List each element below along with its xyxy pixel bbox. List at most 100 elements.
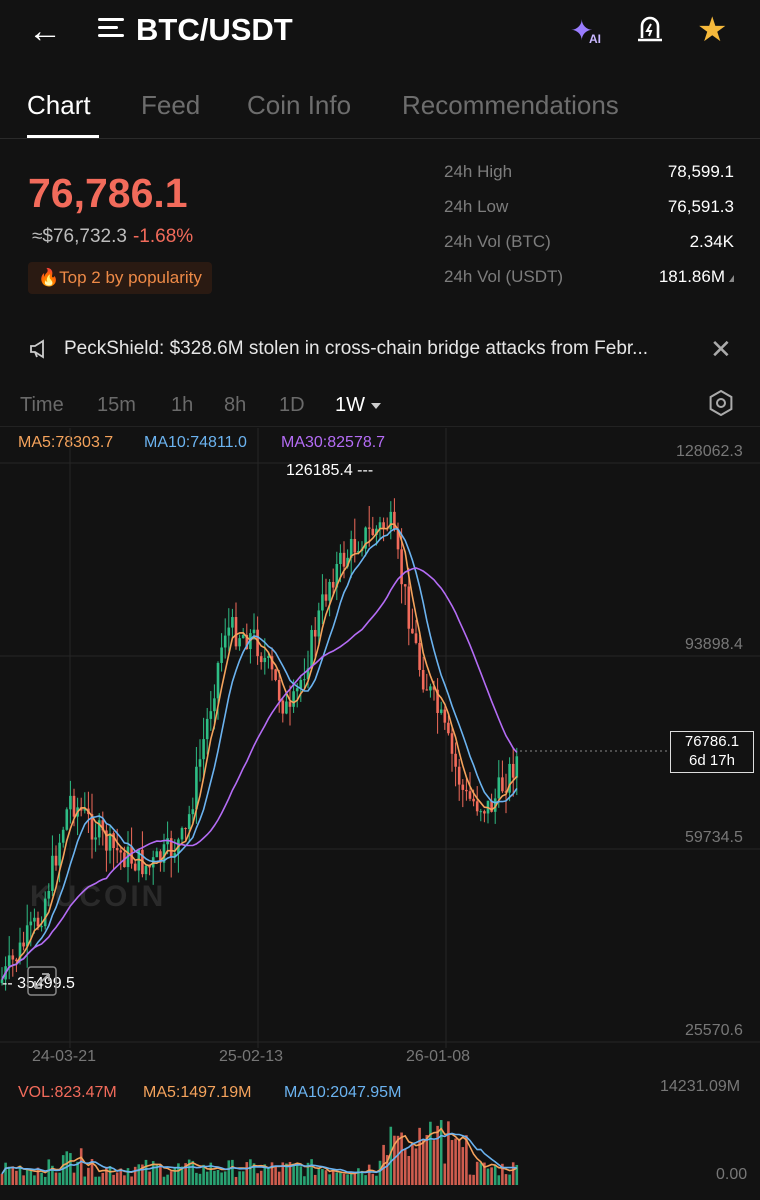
volume-bar <box>432 1140 436 1185</box>
volume-bar <box>220 1172 223 1185</box>
chart-settings-icon[interactable] <box>708 390 734 416</box>
volume-bar <box>270 1162 274 1185</box>
stat-value: 78,599.1 <box>667 162 734 181</box>
candle-body <box>51 855 54 891</box>
candle-body <box>472 798 475 802</box>
volume-bar <box>249 1159 252 1185</box>
volume-bar <box>414 1148 418 1185</box>
ma5-line <box>1 523 518 980</box>
volume-bar <box>353 1172 357 1185</box>
candle-body <box>285 701 288 714</box>
candle-body <box>112 833 115 849</box>
tab-recommendations[interactable]: Recommendations <box>402 90 619 120</box>
candle-body <box>400 549 403 585</box>
pair-title[interactable]: BTC/USDT <box>136 12 293 47</box>
volume-bar <box>447 1121 450 1185</box>
volume-bar <box>443 1163 447 1185</box>
candlestick-chart[interactable]: KUCOIN <box>0 428 760 1073</box>
volume-chart[interactable] <box>0 1105 660 1185</box>
interval-1w[interactable]: 1W <box>335 394 381 417</box>
volume-bar <box>25 1168 29 1185</box>
volume-bar <box>421 1138 425 1185</box>
tab-feed[interactable]: Feed <box>141 90 201 120</box>
volume-bar <box>54 1172 58 1185</box>
volume-bar <box>83 1176 87 1185</box>
candle-body <box>195 766 198 810</box>
volume-bar <box>105 1166 108 1185</box>
volume-bar <box>277 1171 281 1185</box>
news-banner[interactable]: PeckShield: $328.6M stolen in cross-chai… <box>0 328 760 372</box>
volume-bar <box>357 1168 360 1185</box>
candle-body <box>504 791 508 793</box>
back-arrow-icon[interactable]: ← <box>28 12 62 50</box>
volume-bar <box>371 1173 375 1185</box>
interval-1h[interactable]: 1h <box>171 394 194 416</box>
news-text[interactable]: PeckShield: $328.6M stolen in cross-chai… <box>64 338 648 359</box>
volume-bar <box>292 1163 295 1185</box>
ma30-line <box>1 567 518 980</box>
candle-body <box>202 739 205 760</box>
volume-max-label: 14231.09M <box>660 1078 741 1095</box>
volume-bar <box>90 1159 94 1185</box>
volume-ma5-label: MA5:1497.19M <box>143 1084 252 1101</box>
candle-body <box>306 668 310 680</box>
volume-bar <box>457 1138 461 1185</box>
candle-body <box>382 522 385 529</box>
ma10-label: MA10:74811.0 <box>144 434 247 451</box>
volume-bar <box>195 1172 198 1185</box>
candle-body <box>436 689 439 713</box>
volume-bar <box>393 1135 396 1185</box>
candle-body <box>29 921 33 926</box>
candle-body <box>346 557 349 567</box>
volume-bar <box>403 1148 407 1185</box>
volume-bar <box>303 1176 306 1185</box>
volume-bar <box>115 1172 119 1185</box>
last-price-tag: 76786.1 6d 17h <box>670 731 754 773</box>
popularity-badge[interactable]: 🔥Top 2 by popularity <box>28 262 212 294</box>
volume-bar <box>43 1176 47 1185</box>
close-icon[interactable]: ✕ <box>710 334 732 364</box>
expand-icon[interactable] <box>729 275 734 282</box>
interval-bar: Time 15m 1h 8h 1D 1W <box>0 386 760 427</box>
volume-bar <box>205 1171 209 1185</box>
volume-bar <box>508 1174 511 1185</box>
fullscreen-icon[interactable] <box>27 966 57 996</box>
candle-body <box>295 688 299 692</box>
interval-1d[interactable]: 1D <box>279 394 305 416</box>
high-marker: 126185.4 --- <box>286 462 374 479</box>
favorite-star-icon[interactable]: ★ <box>697 11 728 49</box>
candle-body <box>396 529 400 550</box>
menu-icon[interactable] <box>98 18 124 40</box>
volume-bar <box>216 1170 220 1185</box>
price-subline: ≈$76,732.3 -1.68% <box>32 226 193 248</box>
volume-bar <box>285 1163 288 1185</box>
tab-chart[interactable]: Chart <box>27 90 91 120</box>
tab-coin-info[interactable]: Coin Info <box>247 90 352 120</box>
candle-body <box>465 789 468 792</box>
volume-bar <box>198 1173 202 1185</box>
price-alert-icon[interactable] <box>636 14 664 44</box>
candle-body <box>252 629 256 634</box>
volume-bar <box>465 1135 468 1185</box>
volume-bar <box>497 1175 501 1185</box>
interval-8h[interactable]: 8h <box>224 394 247 416</box>
volume-bar <box>223 1171 227 1185</box>
candle-body <box>457 766 461 785</box>
candle-body <box>493 798 497 812</box>
candle-body <box>90 814 94 840</box>
stat-value: 181.86M <box>658 267 725 286</box>
volume-bar <box>33 1175 36 1185</box>
volume-bar <box>450 1140 454 1185</box>
ai-sparkle-icon[interactable]: ✦ AI <box>570 15 601 46</box>
candle-countdown: 6d 17h <box>689 752 735 769</box>
interval-time[interactable]: Time <box>20 394 64 416</box>
volume-bar <box>385 1155 389 1185</box>
volume-bar <box>407 1155 411 1185</box>
candle-body <box>216 662 220 699</box>
candle-body <box>133 863 137 871</box>
volume-bar <box>79 1148 83 1185</box>
volume-bar <box>29 1170 33 1185</box>
volume-bar <box>418 1127 421 1185</box>
volume-bar <box>144 1159 148 1185</box>
interval-15m[interactable]: 15m <box>97 394 136 416</box>
